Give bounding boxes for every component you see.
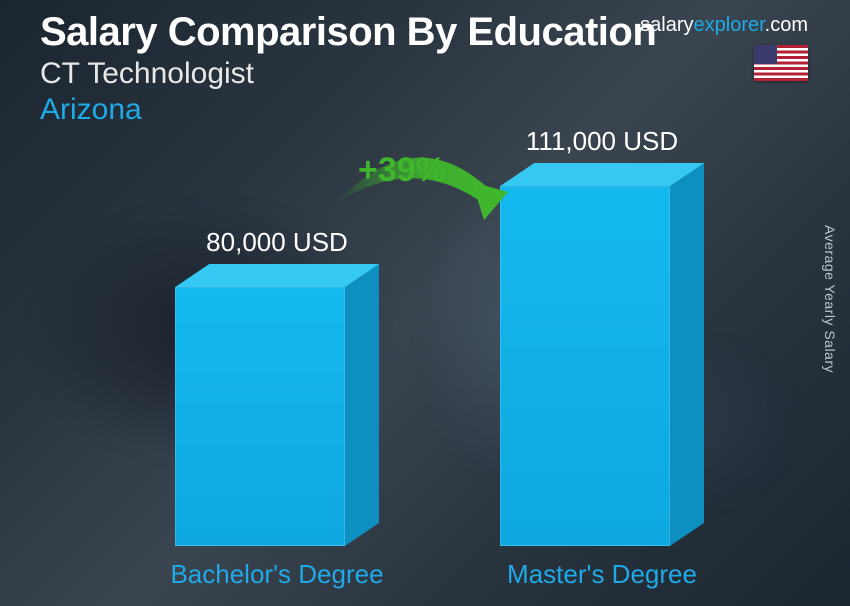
bar-label: Master's Degree xyxy=(472,559,732,590)
bar-label: Bachelor's Degree xyxy=(147,559,407,590)
increase-arrow: +39% xyxy=(0,0,850,456)
arrow-icon xyxy=(0,0,850,456)
increase-percent: +39% xyxy=(358,151,446,190)
